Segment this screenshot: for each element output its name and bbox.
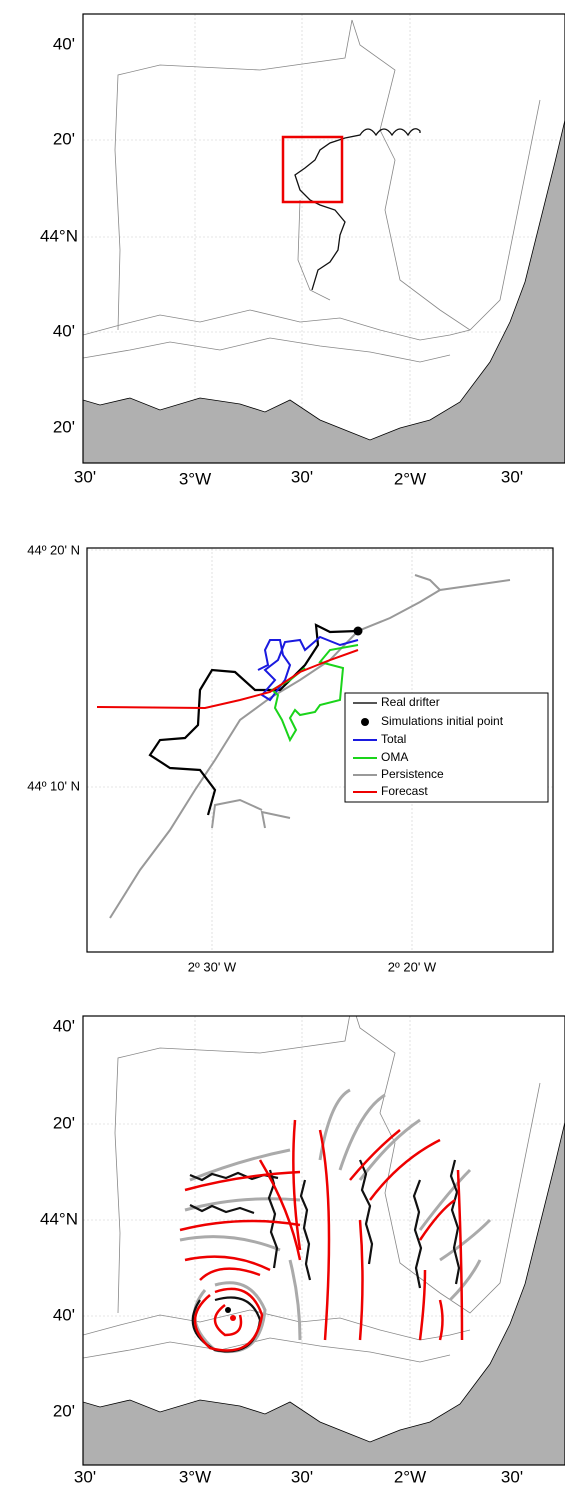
- x-tick-labels: 30' 3°W 30' 2°W 30': [74, 467, 523, 488]
- y-tick-label: 20': [53, 129, 75, 148]
- y-tick-label: 44°N: [40, 1209, 78, 1228]
- drifter-track: [294, 128, 421, 291]
- x-tick-label: 3°W: [179, 1467, 211, 1486]
- y-tick-label: 20': [53, 417, 75, 436]
- isobath: [83, 309, 471, 341]
- map-panel-1: 40' 20' 44°N 40' 20' 30' 3°W 30' 2°W 30': [40, 13, 565, 488]
- frame: [82, 13, 565, 464]
- legend: Real drifter Simulations initial point T…: [344, 692, 549, 803]
- legend-label: Forecast: [381, 784, 428, 798]
- persistence-tracks: [179, 1088, 492, 1354]
- x-tick-label: 2°W: [394, 1467, 426, 1486]
- legend-label: Simulations initial point: [381, 714, 504, 728]
- y-tick-label: 40': [53, 1016, 75, 1035]
- y-tick-labels: 40' 20' 44°N 40' 20': [40, 1016, 78, 1420]
- isobath: [83, 1337, 451, 1363]
- legend-label: OMA: [381, 750, 408, 764]
- land: [83, 119, 565, 463]
- map-panel-2: Real drifter Simulations initial point T…: [27, 542, 554, 974]
- x-tick-label: 2º 30' W: [188, 959, 237, 974]
- isobath: [83, 337, 451, 363]
- initial-point: [353, 626, 363, 636]
- legend-label: Total: [381, 732, 406, 746]
- persistence: [148, 623, 359, 816]
- forecast: [96, 649, 359, 710]
- y-tick-label: 40': [53, 321, 75, 340]
- y-tick-label: 20': [53, 1113, 75, 1132]
- y-tick-label: 40': [53, 34, 75, 53]
- frame: [86, 547, 554, 953]
- legend-label: Persistence: [381, 767, 444, 781]
- zoom-box: [281, 135, 344, 204]
- initial-point: [225, 1307, 231, 1313]
- y-tick-labels: 40' 20' 44°N 40' 20': [40, 34, 78, 436]
- land: [83, 1121, 565, 1465]
- drifter-tracks: [189, 1159, 461, 1353]
- y-tick-label: 20': [53, 1401, 75, 1420]
- x-tick-label: 30': [291, 467, 313, 486]
- isobath: [114, 19, 541, 331]
- x-tick-label: 30': [501, 467, 523, 486]
- y-tick-label: 40': [53, 1305, 75, 1324]
- x-tick-label: 30': [74, 467, 96, 486]
- x-tick-label: 30': [74, 1467, 96, 1486]
- grid: [83, 1016, 565, 1465]
- x-tick-label: 3°W: [179, 469, 211, 488]
- x-tick-labels: 30' 3°W 30' 2°W 30': [74, 1467, 523, 1486]
- y-tick-label: 44°N: [40, 226, 78, 245]
- x-tick-label: 2°W: [394, 469, 426, 488]
- isobath: [297, 199, 331, 301]
- x-tick-label: 30': [501, 1467, 523, 1486]
- map-panel-3: 40' 20' 44°N 40' 20' 30' 3°W 30' 2°W 30': [40, 1015, 565, 1486]
- initial-point: [230, 1315, 236, 1321]
- x-tick-label: 30': [291, 1467, 313, 1486]
- isobath: [83, 1309, 471, 1341]
- y-tick-label: 44º 10' N: [27, 778, 80, 793]
- real-drifter: [109, 574, 511, 919]
- forecast-tracks: [179, 1119, 464, 1352]
- legend-box: [344, 692, 549, 803]
- grid: [83, 14, 565, 463]
- oma: [270, 644, 359, 743]
- x-tick-label: 2º 20' W: [388, 959, 437, 974]
- frame: [82, 1015, 565, 1466]
- y-tick-label: 44º 20' N: [27, 542, 80, 557]
- legend-label: Real drifter: [381, 695, 440, 709]
- isobath: [114, 1016, 541, 1314]
